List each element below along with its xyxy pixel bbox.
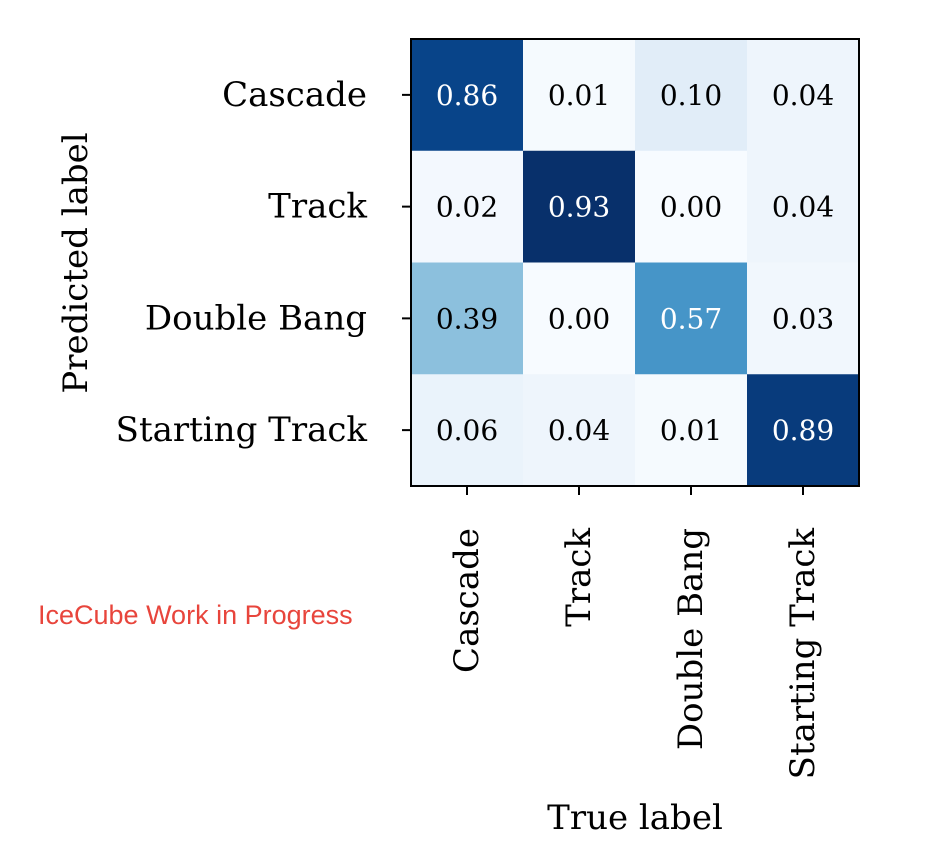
y-tick-label: Double Bang [145,298,367,338]
heatmap-cell [411,150,524,263]
x-tick-label: Track [559,528,599,627]
cell-value-label: 0.02 [436,191,498,224]
x-tick-label: Cascade [447,528,487,673]
cell-value-label: 0.93 [548,191,610,224]
heatmap-cell [747,262,860,375]
y-axis-ticks: Cascade Track Double Bang Starting Track [116,75,411,450]
y-tick-label: Starting Track [116,410,368,450]
cell-value-label: 0.00 [660,191,722,224]
cell-value-label: 0.57 [660,302,722,335]
y-axis-label: Predicted label [56,132,96,393]
cell-value-label: 0.86 [436,79,498,112]
heatmap-cell [523,374,636,487]
heatmap-cell [523,39,636,152]
cell-value-label: 0.04 [772,79,834,112]
heatmap-cells [411,39,860,487]
plot-frame [410,38,860,487]
x-axis-label: True label [547,798,723,838]
cell-value-label: 0.89 [772,414,834,447]
heatmap-cell [635,150,748,263]
heatmap-cell [411,262,524,375]
heatmap-cell [747,374,860,487]
x-tick-label: Starting Track [783,528,823,780]
x-tick-label: Double Bang [671,528,711,750]
heatmap-cell [635,262,748,375]
x-axis-ticks: Cascade Track Double Bang Starting Track [447,486,823,779]
cell-value-label: 0.03 [772,302,834,335]
heatmap-cell [523,150,636,263]
heatmap-cell [747,39,860,152]
y-tick-label: Cascade [222,75,367,115]
cell-value-label: 0.10 [660,79,722,112]
heatmap-cell [747,150,860,263]
cell-value-label: 0.06 [436,414,498,447]
heatmap-cell [635,374,748,487]
y-tick-label: Track [268,187,367,227]
cell-value-label: 0.00 [548,302,610,335]
heatmap-cell [411,39,524,152]
cell-value-label: 0.04 [772,191,834,224]
work-in-progress-watermark: IceCube Work in Progress [38,600,353,630]
heatmap-cell [635,39,748,152]
cell-value-labels: 0.86 0.01 0.10 0.04 0.02 0.93 0.00 0.04 0.39 0.00… [436,79,834,447]
cell-value-label: 0.39 [436,302,498,335]
heatmap-cell [523,262,636,375]
cell-value-label: 0.01 [660,414,722,447]
cell-value-label: 0.01 [548,79,610,112]
cell-value-label: 0.04 [548,414,610,447]
heatmap-cell [411,374,524,487]
